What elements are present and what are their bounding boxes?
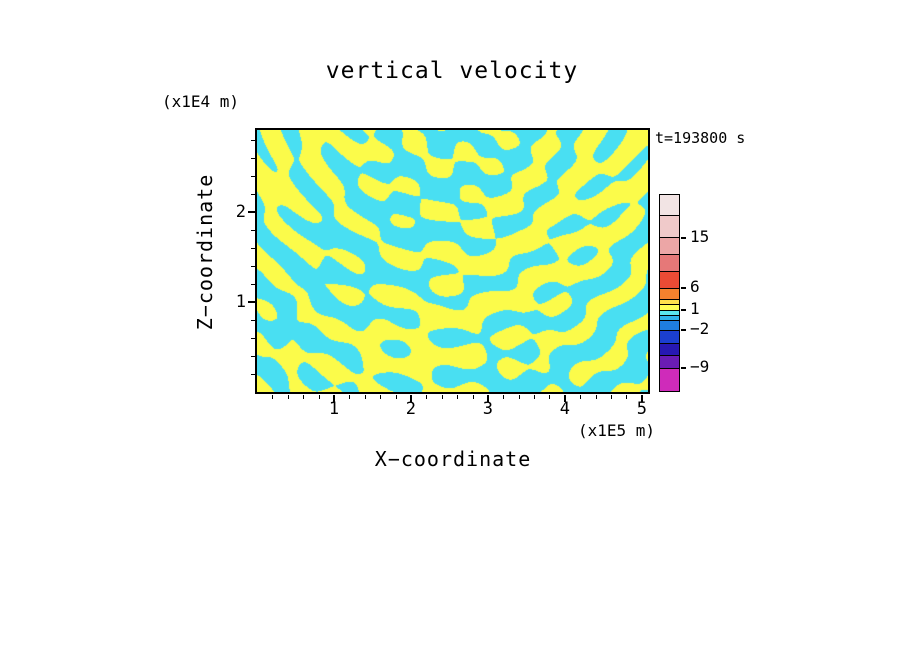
x-major-tick — [409, 395, 412, 402]
x-axis-unit: (x1E5 m) — [577, 421, 655, 440]
colorbar-segment — [660, 315, 679, 320]
z-minor-tick — [251, 284, 255, 285]
chart-title: vertical velocity — [325, 58, 579, 84]
colorbar-tick — [681, 329, 686, 331]
colorbar-segment — [660, 299, 679, 304]
x-axis-title: X−coordinate — [374, 447, 532, 471]
x-minor-tick — [426, 395, 427, 399]
x-tick-label: 3 — [482, 399, 494, 419]
z-minor-tick — [251, 248, 255, 249]
x-major-tick — [332, 395, 335, 402]
x-minor-tick — [349, 395, 350, 399]
x-minor-tick — [503, 395, 504, 399]
colorbar-segment — [660, 237, 679, 254]
x-minor-tick — [626, 395, 627, 399]
colorbar-tick-label: 6 — [690, 277, 700, 296]
x-major-tick — [563, 395, 566, 402]
x-minor-tick — [288, 395, 289, 399]
colorbar-tick — [681, 367, 686, 369]
x-minor-tick — [596, 395, 597, 399]
colorbar-segment — [660, 320, 679, 330]
x-tick-label: 2 — [405, 399, 417, 419]
z-minor-tick — [251, 194, 255, 195]
z-minor-tick — [251, 230, 255, 231]
colorbar-tick-label: 15 — [690, 227, 710, 246]
z-tick-label: 2 — [235, 201, 246, 222]
x-tick-label: 5 — [636, 399, 647, 419]
colorbar — [659, 194, 680, 392]
z-minor-tick — [251, 176, 255, 177]
colorbar-segment — [660, 288, 679, 299]
colorbar-segment — [660, 368, 679, 391]
x-minor-tick — [611, 395, 612, 399]
colorbar-segment — [660, 195, 679, 215]
x-major-tick — [486, 395, 489, 402]
x-minor-tick — [303, 395, 304, 399]
colorbar-tick — [681, 287, 686, 289]
time-annotation: t=193800 s — [655, 129, 746, 147]
colorbar-segment — [660, 254, 679, 271]
x-tick-label: 1 — [328, 399, 340, 419]
z-minor-tick — [251, 374, 255, 375]
z-minor-tick — [251, 266, 255, 267]
colorbar-segment — [660, 310, 679, 315]
colorbar-segment — [660, 215, 679, 237]
x-minor-tick — [396, 395, 397, 399]
z-major-tick — [248, 300, 255, 303]
colorbar-tick-label: −9 — [690, 357, 710, 376]
x-major-tick — [640, 395, 643, 402]
x-minor-tick — [365, 395, 366, 399]
x-minor-tick — [519, 395, 520, 399]
x-minor-tick — [473, 395, 474, 399]
x-minor-tick — [442, 395, 443, 399]
x-minor-tick — [534, 395, 535, 399]
x-minor-tick — [549, 395, 550, 399]
x-minor-tick — [319, 395, 320, 399]
z-minor-tick — [251, 158, 255, 159]
z-minor-tick — [251, 320, 255, 321]
z-axis-unit: (x1E4 m) — [162, 92, 240, 111]
colorbar-tick-label: −2 — [690, 319, 710, 338]
colorbar-segment — [660, 304, 679, 310]
heatmap-field — [257, 130, 648, 392]
x-minor-tick — [457, 395, 458, 399]
z-major-tick — [248, 210, 255, 213]
z-minor-tick — [251, 338, 255, 339]
colorbar-segment — [660, 271, 679, 288]
x-tick-label: 4 — [559, 399, 570, 419]
colorbar-tick — [681, 309, 686, 311]
z-minor-tick — [251, 140, 255, 141]
colorbar-segment — [660, 343, 679, 355]
x-minor-tick — [272, 395, 273, 399]
colorbar-segment — [660, 355, 679, 368]
z-axis-title: Z−coordinate — [193, 173, 217, 331]
z-minor-tick — [251, 356, 255, 357]
colorbar-tick — [681, 237, 686, 239]
x-minor-tick — [580, 395, 581, 399]
plot-frame — [255, 128, 650, 394]
z-tick-label: 1 — [235, 291, 246, 312]
colorbar-segment — [660, 330, 679, 343]
colorbar-tick-label: 1 — [690, 299, 700, 318]
x-minor-tick — [380, 395, 381, 399]
